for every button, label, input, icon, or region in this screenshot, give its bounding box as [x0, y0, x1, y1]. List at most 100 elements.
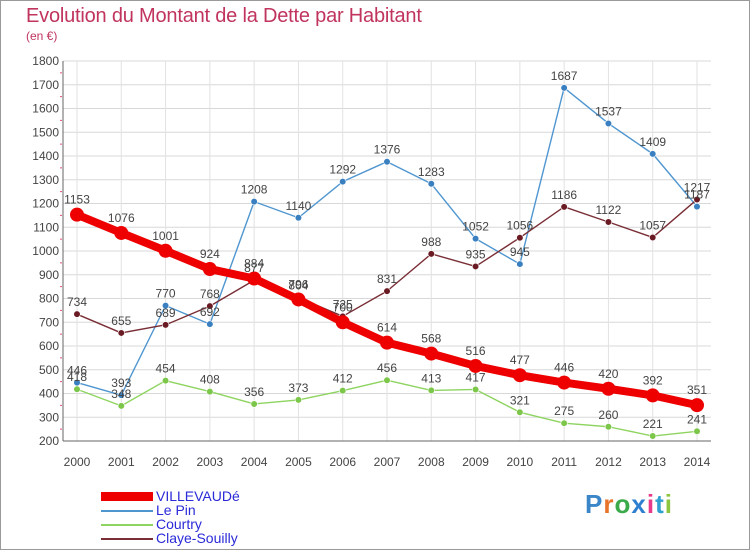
data-label-le-pin-2009: 1052	[462, 220, 489, 234]
logo-letter: i	[664, 489, 673, 519]
point-le-pin-2002	[161, 302, 170, 310]
point-villevaud--2001	[114, 225, 129, 240]
point-courtry-2009	[471, 385, 480, 394]
logo-letter: P	[585, 489, 604, 519]
point-villevaud--2004	[247, 271, 262, 286]
point-villevaud--2003	[202, 262, 217, 277]
data-label-villevaud--2000: 1153	[64, 193, 90, 207]
data-label-le-pin-2002: 770	[156, 287, 176, 301]
data-label-le-pin-2010: 945	[510, 245, 530, 259]
x-tick-label-2001: 2001	[108, 455, 135, 469]
y-tick-label-1600: 1600	[32, 102, 59, 116]
data-label-courtry-2007: 456	[377, 361, 397, 375]
point-courtry-2012	[604, 423, 613, 431]
point-le-pin-2014	[693, 202, 701, 211]
point-le-pin-2004	[250, 198, 258, 206]
y-tick-label-500: 500	[39, 363, 59, 377]
point-claye-souilly-2014	[693, 195, 701, 204]
point-le-pin-2007	[383, 158, 391, 166]
point-villevaud--2014	[690, 398, 704, 413]
data-label-villevaud--2014: 351	[687, 383, 707, 397]
y-tick-label-1300: 1300	[32, 173, 59, 187]
data-label-claye-souilly-2007: 831	[377, 272, 397, 286]
point-claye-souilly-2000	[73, 310, 81, 318]
y-tick-label-600: 600	[39, 339, 59, 353]
y-tick-label-700: 700	[39, 315, 59, 329]
point-villevaud--2010	[512, 368, 527, 383]
legend-label-le-pin: Le Pin	[156, 502, 196, 518]
point-le-pin-2009	[471, 235, 480, 243]
data-label-villevaud--2002: 1001	[152, 229, 179, 243]
data-label-villevaud--2013: 392	[643, 373, 663, 387]
point-courtry-2011	[560, 419, 568, 427]
data-label-claye-souilly-2001: 655	[111, 314, 131, 328]
data-label-le-pin-2011: 1687	[551, 69, 578, 83]
point-courtry-2006	[339, 387, 347, 395]
proxiti-logo: Proxiti	[585, 489, 673, 520]
point-le-pin-2005	[294, 214, 303, 222]
legend-label-villevaude: VILLEVAUDé	[156, 488, 240, 504]
y-tick-label-1200: 1200	[32, 197, 59, 211]
point-villevaud--2012	[601, 381, 616, 396]
point-courtry-2004	[250, 400, 258, 408]
chart-title: Evolution du Montant de la Dette par Hab…	[26, 5, 422, 27]
data-label-courtry-2006: 412	[333, 372, 353, 386]
point-villevaud--2008	[424, 346, 439, 361]
data-label-villevaud--2011: 446	[554, 361, 574, 375]
y-tick-label-800: 800	[39, 292, 59, 306]
y-tick-label-900: 900	[39, 268, 59, 282]
point-le-pin-2012	[604, 119, 613, 128]
data-label-le-pin-2001: 393	[111, 376, 131, 390]
point-claye-souilly-2002	[161, 321, 170, 329]
point-courtry-2007	[383, 376, 391, 384]
data-label-villevaud--2005: 796	[288, 277, 308, 291]
point-villevaud--2006	[335, 315, 350, 330]
data-label-courtry-2000: 418	[67, 370, 87, 384]
data-label-villevaud--2009: 516	[466, 344, 486, 358]
point-claye-souilly-2007	[383, 287, 391, 295]
data-label-courtry-2012: 260	[598, 408, 618, 422]
data-label-villevaud--2004: 884	[244, 257, 264, 271]
data-label-villevaud--2010: 477	[510, 353, 530, 367]
legend-swatch-courtry	[101, 523, 153, 526]
data-label-claye-souilly-2009: 935	[466, 247, 486, 261]
y-tick-label-1000: 1000	[32, 244, 59, 258]
data-label-le-pin-2003: 692	[200, 305, 220, 319]
legend-item-claye-souilly: Claye-Souilly	[101, 531, 238, 546]
data-label-claye-souilly-2005: 804	[288, 279, 308, 293]
y-tick-label-1500: 1500	[32, 125, 59, 139]
legend-swatch-villevaude	[101, 492, 153, 501]
chart-unit: (en €)	[26, 29, 58, 43]
data-label-claye-souilly-2006: 725	[333, 297, 353, 311]
point-courtry-2005	[294, 396, 303, 404]
data-label-le-pin-2006: 1292	[329, 163, 356, 177]
data-label-claye-souilly-2002: 689	[156, 306, 176, 320]
legend-label-claye-souilly: Claye-Souilly	[156, 530, 238, 546]
point-le-pin-2013	[649, 150, 657, 158]
data-label-villevaud--2006: 700	[333, 300, 353, 314]
y-tick-label-300: 300	[39, 410, 59, 424]
data-label-claye-souilly-2011: 1186	[551, 188, 577, 202]
point-le-pin-2008	[427, 180, 435, 188]
x-tick-label-2014: 2014	[684, 455, 711, 469]
grid	[63, 60, 711, 441]
point-le-pin-2006	[339, 178, 347, 186]
data-label-courtry-2008: 413	[421, 371, 441, 385]
data-label-villevaud--2007: 614	[377, 321, 397, 335]
data-label-le-pin-2000: 446	[67, 364, 87, 378]
point-courtry-2001	[117, 402, 125, 410]
data-label-claye-souilly-2008: 988	[421, 235, 441, 249]
point-courtry-2003	[206, 388, 214, 396]
data-label-courtry-2003: 408	[200, 373, 220, 387]
point-claye-souilly-2013	[649, 233, 657, 242]
series	[70, 84, 704, 440]
data-label-le-pin-2007: 1376	[374, 143, 401, 157]
data-label-le-pin-2008: 1283	[418, 165, 445, 179]
x-tick-label-2002: 2002	[152, 455, 179, 469]
point-claye-souilly-2012	[604, 218, 613, 226]
y-tick-label-1400: 1400	[32, 149, 59, 163]
point-claye-souilly-2009	[471, 262, 480, 271]
point-claye-souilly-2001	[117, 329, 125, 337]
